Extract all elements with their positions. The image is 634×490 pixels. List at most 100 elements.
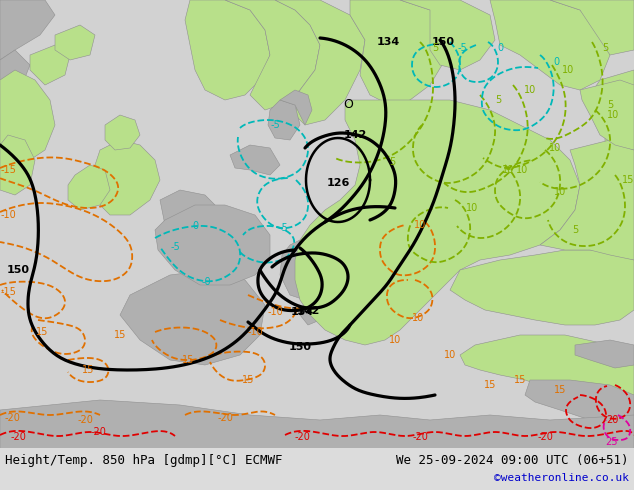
Polygon shape [105, 115, 140, 150]
Text: -20: -20 [217, 413, 233, 423]
Text: 5: 5 [389, 157, 395, 167]
Polygon shape [580, 80, 634, 150]
Polygon shape [225, 0, 320, 110]
Text: -15: -15 [0, 165, 16, 175]
Text: 15: 15 [242, 375, 254, 385]
Text: ©weatheronline.co.uk: ©weatheronline.co.uk [494, 473, 629, 483]
Polygon shape [610, 150, 634, 205]
Polygon shape [605, 110, 634, 155]
Text: 15: 15 [36, 327, 48, 337]
Text: 10: 10 [444, 350, 456, 360]
Text: 0: 0 [192, 221, 198, 231]
Bar [0, 448, 634, 490]
Text: -0: -0 [201, 277, 211, 287]
Text: -20: -20 [537, 432, 553, 442]
Text: 142: 142 [296, 306, 320, 316]
Text: -10: -10 [0, 210, 16, 220]
Polygon shape [450, 250, 634, 325]
Text: 150: 150 [432, 37, 455, 47]
Text: 15: 15 [114, 330, 126, 340]
Text: 10: 10 [466, 203, 478, 213]
Text: 10: 10 [549, 143, 561, 153]
Polygon shape [30, 45, 70, 85]
Polygon shape [350, 0, 450, 105]
Text: 5: 5 [572, 225, 578, 235]
Text: 25: 25 [605, 437, 618, 447]
Text: -10: -10 [247, 327, 263, 337]
Text: 20: 20 [606, 415, 618, 425]
Text: -15: -15 [0, 287, 16, 297]
Text: 150: 150 [288, 342, 311, 352]
Polygon shape [155, 205, 270, 285]
Text: -20: -20 [90, 427, 106, 437]
Text: 10: 10 [554, 187, 566, 197]
Text: 15: 15 [514, 375, 526, 385]
Text: 10: 10 [412, 313, 424, 323]
Polygon shape [300, 295, 325, 325]
Text: 5: 5 [432, 43, 438, 53]
Text: -5: -5 [457, 43, 467, 53]
Text: 10: 10 [502, 165, 514, 175]
Text: -20: -20 [77, 415, 93, 425]
Text: 15: 15 [182, 355, 194, 365]
Text: 10: 10 [607, 110, 619, 120]
Polygon shape [280, 235, 330, 300]
Polygon shape [400, 0, 495, 70]
Polygon shape [185, 0, 270, 100]
Polygon shape [295, 100, 580, 345]
Polygon shape [90, 140, 160, 215]
Text: -20: -20 [4, 413, 20, 423]
Text: O: O [343, 98, 353, 112]
Text: 10: 10 [516, 165, 528, 175]
Text: We 25-09-2024 09:00 UTC (06+51): We 25-09-2024 09:00 UTC (06+51) [396, 454, 629, 466]
Polygon shape [120, 270, 265, 365]
Polygon shape [575, 340, 634, 368]
Text: 0: 0 [497, 43, 503, 53]
Text: 15: 15 [484, 380, 496, 390]
Polygon shape [605, 195, 634, 242]
Polygon shape [0, 70, 55, 160]
Text: 15: 15 [554, 385, 566, 395]
Polygon shape [460, 335, 634, 400]
Text: 142: 142 [344, 130, 366, 140]
Polygon shape [540, 140, 634, 260]
Text: -20: -20 [412, 432, 428, 442]
Text: -10: -10 [267, 307, 283, 317]
Polygon shape [0, 0, 55, 60]
Text: 134: 134 [290, 307, 314, 317]
Text: 5: 5 [607, 100, 613, 110]
Polygon shape [68, 165, 110, 210]
Polygon shape [55, 25, 95, 60]
Polygon shape [590, 70, 634, 120]
Text: 10: 10 [414, 220, 426, 230]
Text: 5: 5 [495, 95, 501, 105]
Polygon shape [525, 380, 634, 430]
Text: 150: 150 [6, 265, 30, 275]
Polygon shape [0, 135, 35, 195]
Polygon shape [550, 0, 634, 55]
Text: -5: -5 [270, 120, 280, 130]
Text: 10: 10 [562, 65, 574, 75]
Text: 5: 5 [602, 43, 608, 53]
Text: 15: 15 [82, 365, 94, 375]
Text: 15: 15 [622, 175, 634, 185]
Text: 10: 10 [524, 85, 536, 95]
Polygon shape [230, 145, 280, 175]
Polygon shape [280, 90, 312, 125]
Text: -5: -5 [170, 242, 180, 252]
Text: -20: -20 [294, 432, 310, 442]
Polygon shape [490, 0, 610, 90]
Polygon shape [388, 125, 410, 148]
Polygon shape [268, 100, 300, 140]
Text: -20: -20 [10, 432, 26, 442]
Text: Height/Temp. 850 hPa [gdmp][°C] ECMWF: Height/Temp. 850 hPa [gdmp][°C] ECMWF [5, 454, 283, 466]
Polygon shape [160, 190, 220, 238]
Polygon shape [275, 0, 365, 125]
Text: 126: 126 [327, 178, 350, 188]
Text: 0: 0 [553, 57, 559, 67]
Text: -5: -5 [278, 223, 288, 233]
Polygon shape [0, 400, 634, 450]
Polygon shape [0, 50, 30, 100]
Text: 10: 10 [389, 335, 401, 345]
Text: 134: 134 [377, 37, 399, 47]
